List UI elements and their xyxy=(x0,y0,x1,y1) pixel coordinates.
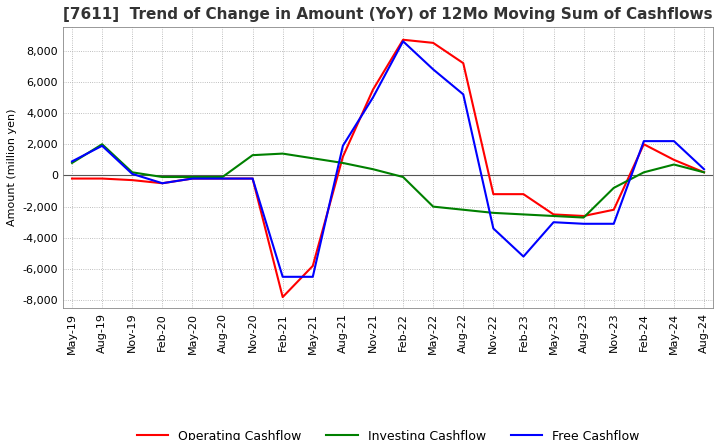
Free Cashflow xyxy=(639,139,648,144)
Operating Cashflow xyxy=(158,180,166,186)
Y-axis label: Amount (million yen): Amount (million yen) xyxy=(7,109,17,227)
Free Cashflow xyxy=(98,143,107,148)
Investing Cashflow xyxy=(519,212,528,217)
Operating Cashflow xyxy=(338,154,347,159)
Operating Cashflow xyxy=(308,263,317,268)
Free Cashflow xyxy=(218,176,227,181)
Free Cashflow xyxy=(519,254,528,259)
Operating Cashflow xyxy=(700,170,708,175)
Free Cashflow xyxy=(700,167,708,172)
Legend: Operating Cashflow, Investing Cashflow, Free Cashflow: Operating Cashflow, Investing Cashflow, … xyxy=(132,425,644,440)
Free Cashflow xyxy=(308,274,317,279)
Operating Cashflow xyxy=(670,157,678,162)
Investing Cashflow xyxy=(459,207,467,213)
Operating Cashflow xyxy=(188,176,197,181)
Operating Cashflow xyxy=(369,87,377,92)
Investing Cashflow xyxy=(639,170,648,175)
Investing Cashflow xyxy=(429,204,438,209)
Investing Cashflow xyxy=(279,151,287,156)
Investing Cashflow xyxy=(128,170,137,175)
Free Cashflow xyxy=(489,226,498,231)
Operating Cashflow xyxy=(580,213,588,219)
Operating Cashflow xyxy=(609,207,618,213)
Investing Cashflow xyxy=(549,213,558,219)
Operating Cashflow xyxy=(429,40,438,45)
Free Cashflow xyxy=(549,220,558,225)
Free Cashflow xyxy=(429,67,438,72)
Investing Cashflow xyxy=(218,174,227,180)
Investing Cashflow xyxy=(399,174,408,180)
Line: Investing Cashflow: Investing Cashflow xyxy=(72,144,704,217)
Free Cashflow xyxy=(399,39,408,44)
Investing Cashflow xyxy=(188,174,197,180)
Free Cashflow xyxy=(188,176,197,181)
Operating Cashflow xyxy=(459,61,467,66)
Operating Cashflow xyxy=(279,294,287,300)
Investing Cashflow xyxy=(338,160,347,165)
Operating Cashflow xyxy=(399,37,408,42)
Free Cashflow xyxy=(580,221,588,227)
Investing Cashflow xyxy=(369,167,377,172)
Operating Cashflow xyxy=(549,212,558,217)
Investing Cashflow xyxy=(158,174,166,180)
Operating Cashflow xyxy=(489,191,498,197)
Free Cashflow xyxy=(338,143,347,148)
Free Cashflow xyxy=(248,176,257,181)
Line: Operating Cashflow: Operating Cashflow xyxy=(72,40,704,297)
Investing Cashflow xyxy=(98,142,107,147)
Investing Cashflow xyxy=(248,153,257,158)
Investing Cashflow xyxy=(68,160,76,165)
Investing Cashflow xyxy=(489,210,498,216)
Investing Cashflow xyxy=(308,156,317,161)
Free Cashflow xyxy=(279,274,287,279)
Operating Cashflow xyxy=(639,142,648,147)
Free Cashflow xyxy=(158,180,166,186)
Operating Cashflow xyxy=(68,176,76,181)
Operating Cashflow xyxy=(218,176,227,181)
Investing Cashflow xyxy=(580,215,588,220)
Line: Free Cashflow: Free Cashflow xyxy=(72,41,704,277)
Free Cashflow xyxy=(369,95,377,100)
Investing Cashflow xyxy=(609,185,618,191)
Free Cashflow xyxy=(459,92,467,97)
Investing Cashflow xyxy=(700,170,708,175)
Operating Cashflow xyxy=(128,177,137,183)
Operating Cashflow xyxy=(98,176,107,181)
Investing Cashflow xyxy=(670,162,678,167)
Free Cashflow xyxy=(68,159,76,164)
Operating Cashflow xyxy=(519,191,528,197)
Operating Cashflow xyxy=(248,176,257,181)
Title: [7611]  Trend of Change in Amount (YoY) of 12Mo Moving Sum of Cashflows: [7611] Trend of Change in Amount (YoY) o… xyxy=(63,7,713,22)
Free Cashflow xyxy=(128,171,137,176)
Free Cashflow xyxy=(609,221,618,227)
Free Cashflow xyxy=(670,139,678,144)
